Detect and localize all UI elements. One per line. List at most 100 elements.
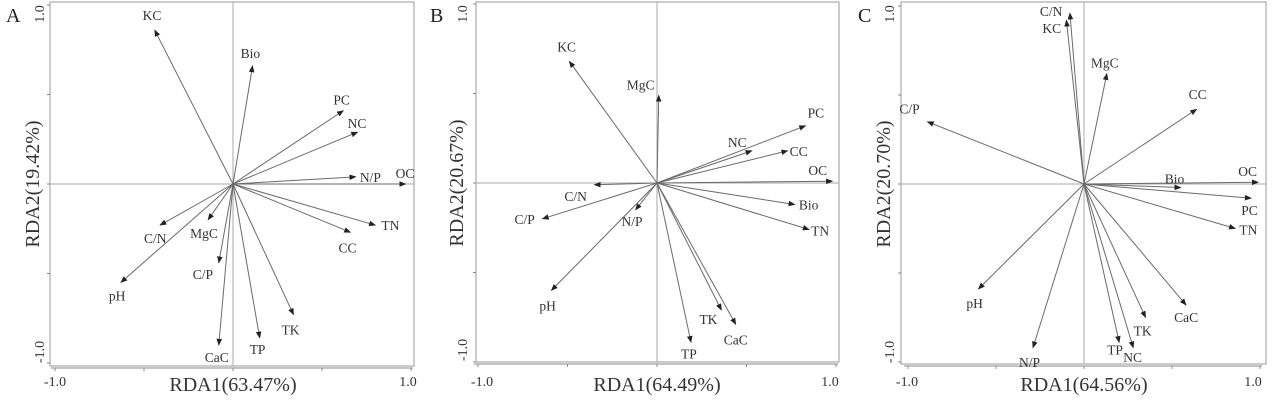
vector-arrow xyxy=(977,183,1085,290)
y-tick-min: -1.0 xyxy=(883,341,898,363)
y-tick-max: 1.0 xyxy=(883,5,898,23)
x-tick-max: 1.0 xyxy=(399,375,417,390)
vector-label: N/P xyxy=(360,170,381,185)
y-tick-max: 1.0 xyxy=(33,5,48,23)
x-axis-title: RDA1(64.49%) xyxy=(593,374,720,396)
vector-arrow xyxy=(550,182,658,291)
vector-arrow xyxy=(1032,183,1085,349)
y-tick-min: -1.0 xyxy=(456,339,471,361)
x-tick-min: -1.0 xyxy=(896,375,918,390)
y-tick-max: 1.0 xyxy=(456,5,471,23)
vector-label: KC xyxy=(1042,21,1061,36)
vector-arrow xyxy=(232,183,262,339)
vector-label: PC xyxy=(333,93,350,108)
vector-label: TK xyxy=(699,312,717,327)
panel-b: B RDA1(64.49%) RDA2(20.67%) -1.0 1.0 1.0… xyxy=(430,1,840,396)
vector-arrow xyxy=(656,182,722,311)
vector-arrow xyxy=(656,125,807,184)
vector-label: C/N xyxy=(564,189,587,204)
vector-arrow xyxy=(232,110,344,185)
vector-arrow xyxy=(656,149,789,184)
vector-arrow xyxy=(926,121,1085,185)
plot-area: KC Bio PC NC N/P OC TN CC TK TP CaC C/P MgC C/N pH xyxy=(47,1,415,371)
vector-label: CC xyxy=(1189,87,1207,102)
vector-arrow xyxy=(1083,179,1259,186)
vector-label: TP xyxy=(1107,342,1123,357)
vector-arrow xyxy=(232,65,255,185)
panel-letter: B xyxy=(430,5,443,27)
vector-arrow xyxy=(1083,183,1187,306)
vector-label: C/N xyxy=(144,231,167,246)
vector-arrow xyxy=(656,150,753,184)
vector-label: Bio xyxy=(799,197,819,212)
vector-label: C/P xyxy=(514,212,534,227)
vector-arrow xyxy=(120,183,234,283)
vector-arrow xyxy=(232,131,359,185)
vector-label: NC xyxy=(728,135,747,150)
vector-arrow xyxy=(1083,108,1198,185)
vector-label: OC xyxy=(808,163,827,178)
vector-arrow xyxy=(217,183,234,264)
vector-arrow xyxy=(1083,183,1121,344)
vector-arrow xyxy=(159,183,234,226)
vector-label: OC xyxy=(396,166,415,181)
panel-a: A RDA1(63.47%) RDA2(19.42%) -1.0 1.0 1.0… xyxy=(6,1,417,396)
vector-label: pH xyxy=(109,288,126,303)
vector-arrow xyxy=(541,182,658,220)
vector-arrow xyxy=(154,29,234,185)
panel-letter: A xyxy=(6,5,21,27)
vector-label: CaC xyxy=(1174,310,1198,325)
vector-label: MgC xyxy=(190,226,218,241)
y-axis-title: RDA2(19.42%) xyxy=(22,120,44,247)
x-tick-min: -1.0 xyxy=(44,375,66,390)
panel-c: C RDA1(64.56%) RDA2(20.70%) -1.0 1.0 1.0… xyxy=(858,1,1267,396)
vector-arrow xyxy=(635,182,658,211)
vector-arrow xyxy=(232,174,357,185)
vector-label: C/P xyxy=(193,267,213,282)
x-tick-max: 1.0 xyxy=(821,375,839,390)
vector-label: TK xyxy=(282,323,300,338)
vector-arrow xyxy=(656,178,834,185)
vector-label: TN xyxy=(381,218,399,233)
y-axis-title: RDA2(20.70%) xyxy=(873,120,895,247)
vector-arrow xyxy=(655,94,662,184)
vector-label: OC xyxy=(1238,164,1257,179)
x-axis-title: RDA1(63.47%) xyxy=(169,374,296,396)
vector-label: TP xyxy=(250,342,266,357)
vector-label: NC xyxy=(348,116,367,131)
x-tick-max: 1.0 xyxy=(1244,375,1262,390)
vector-arrow xyxy=(656,182,810,231)
vector-label: Bio xyxy=(1165,172,1185,187)
vector-arrow xyxy=(232,183,352,233)
vector-arrow xyxy=(1083,183,1237,230)
vector-label: CaC xyxy=(724,332,748,347)
vector-label: pH xyxy=(539,298,556,313)
vector-label: KC xyxy=(557,39,576,54)
vector-arrow xyxy=(1064,19,1085,185)
vector-label: C/P xyxy=(899,102,919,117)
vector-label: PC xyxy=(808,106,825,121)
y-tick-min: -1.0 xyxy=(33,341,48,363)
vector-arrow xyxy=(1083,183,1252,201)
vector-label: C/N xyxy=(1040,4,1063,19)
vector-label: TP xyxy=(681,346,697,361)
vector-label: CC xyxy=(338,240,356,255)
vector-label: TK xyxy=(1134,324,1152,339)
x-axis-title: RDA1(64.56%) xyxy=(1020,374,1147,396)
vector-label: MgC xyxy=(1091,56,1119,71)
vector-label: TN xyxy=(1239,223,1257,238)
vector-arrow xyxy=(232,183,294,316)
vector-arrow xyxy=(593,181,658,188)
vector-arrow xyxy=(656,182,693,343)
vector-arrow xyxy=(1067,12,1085,185)
vector-arrow xyxy=(1083,183,1147,319)
vector-label: NC xyxy=(1123,350,1142,365)
vector-label: pH xyxy=(966,296,983,311)
vector-arrow xyxy=(656,182,737,326)
vector-label: TN xyxy=(811,224,829,239)
vector-label: CC xyxy=(790,144,808,159)
